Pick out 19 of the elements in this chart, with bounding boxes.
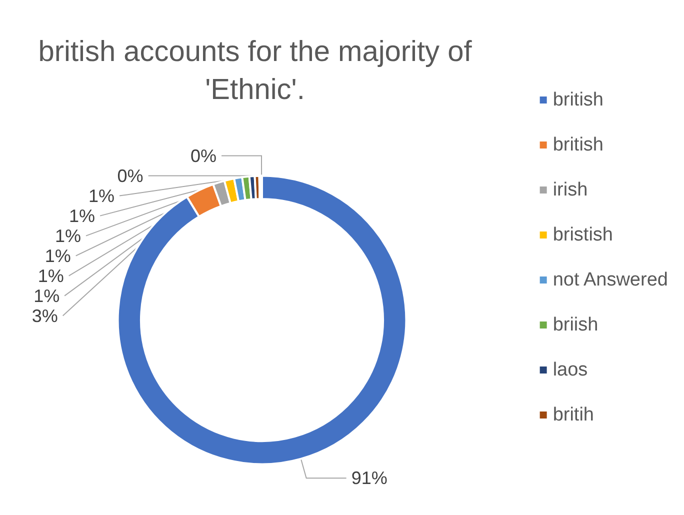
legend-label: laos [552, 360, 588, 380]
data-label: 1% [88, 186, 115, 206]
data-label: 3% [32, 306, 58, 326]
data-label: 1% [44, 246, 71, 266]
data-label: 0% [117, 166, 144, 186]
legend-label: british [552, 90, 604, 110]
legend-label: not Answered [552, 270, 668, 290]
data-label: 91% [351, 468, 388, 488]
legend-label: bristish [552, 224, 614, 246]
legend-label: briish [552, 314, 598, 336]
legend-label: britih [552, 404, 594, 426]
data-label: 1% [34, 286, 60, 306]
data-label: 1% [54, 226, 82, 246]
data-label: 0% [190, 146, 216, 166]
chart-title: british accounts for the majority of 'Ethnic'. [38, 36, 473, 106]
legend-label: irish [552, 180, 588, 200]
legend-label: british [552, 134, 604, 156]
data-label: 1% [69, 206, 96, 226]
data-label: 1% [38, 266, 64, 286]
